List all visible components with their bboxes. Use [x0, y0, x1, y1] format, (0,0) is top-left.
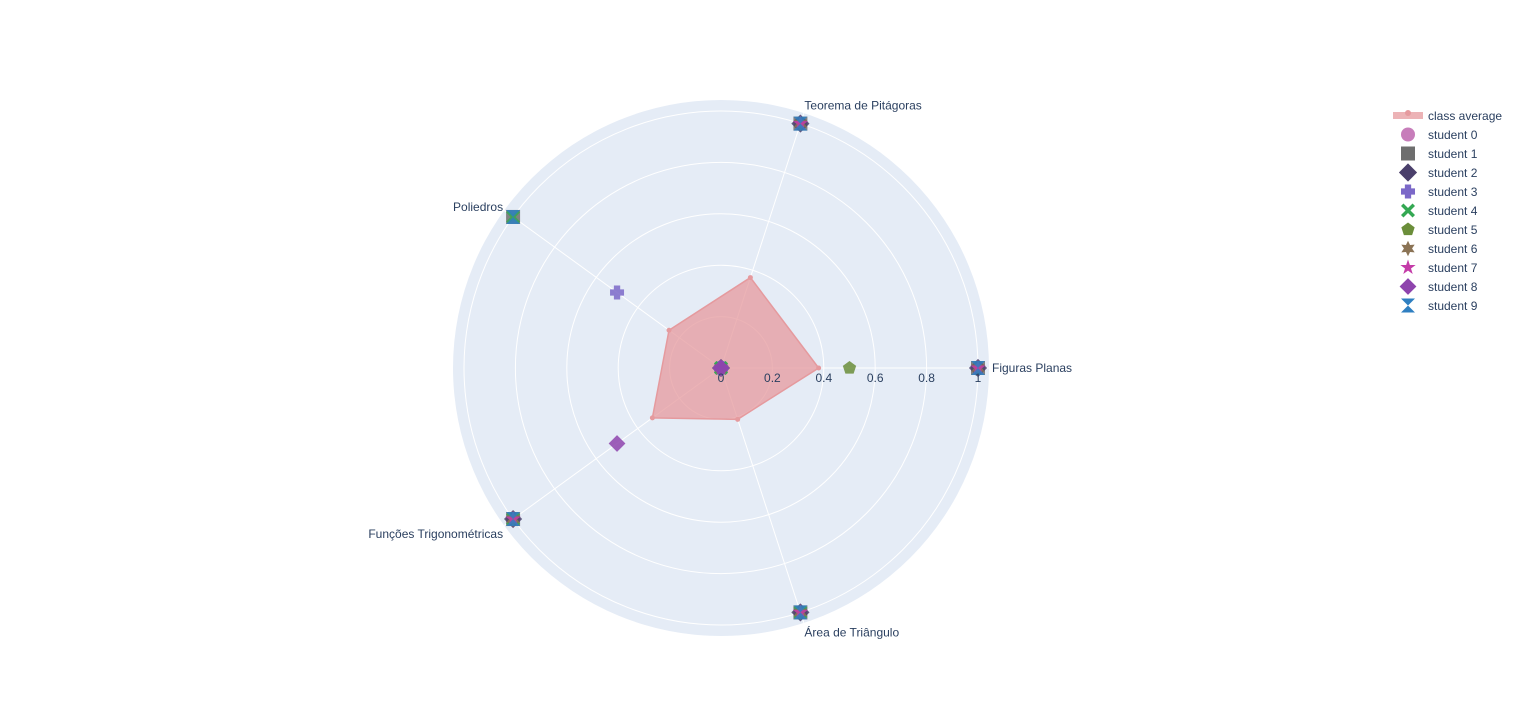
legend-marker [1401, 240, 1415, 257]
student-marker [971, 361, 985, 375]
radar-labels: 0 0.2 0.4 0.6 0.8 1 Figuras Planas Teorema de P… [368, 99, 1072, 640]
class-average-point [666, 327, 672, 333]
legend-symbol [1401, 240, 1415, 257]
legend-symbol [1393, 110, 1423, 119]
series-student-8 [608, 359, 730, 452]
legend-item[interactable]: student 8 [1392, 277, 1502, 296]
student-marker [842, 361, 857, 374]
legend-symbol [1401, 203, 1415, 218]
radial-tick-label: 0.2 [764, 371, 781, 385]
legend-label: student 0 [1428, 127, 1478, 142]
angular-axis-label: Funções Trigonométricas [368, 527, 503, 541]
angular-axis-label: Figuras Planas [992, 361, 1072, 375]
class-average-area [651, 276, 820, 421]
legend-item[interactable]: student 5 [1392, 220, 1502, 239]
legend-item[interactable]: student 2 [1392, 163, 1502, 182]
legend-symbol [1401, 222, 1415, 236]
radar-series [503, 114, 988, 622]
legend-marker [1401, 203, 1415, 218]
series-student-9 [506, 116, 985, 620]
class-average-point [649, 415, 655, 421]
legend-symbol [1400, 259, 1416, 275]
legend-item[interactable]: student 1 [1392, 144, 1502, 163]
legend-marker [1401, 298, 1415, 313]
student-marker [506, 512, 521, 527]
legend-label: student 6 [1428, 241, 1478, 256]
class-average-point [747, 275, 753, 281]
legend-item[interactable]: student 6 [1392, 239, 1502, 258]
legend-symbol [1398, 163, 1418, 182]
student-marker [608, 435, 626, 452]
legend-marker [1401, 222, 1415, 236]
legend-item[interactable]: student 7 [1392, 258, 1502, 277]
angular-axis-label: Poliedros [453, 200, 503, 214]
legend-label: student 7 [1428, 260, 1478, 275]
legend-symbol [1399, 278, 1417, 295]
legend-item[interactable]: student 4 [1392, 201, 1502, 220]
legend-item[interactable]: student 0 [1392, 125, 1502, 144]
angular-axis-label: Teorema de Pitágoras [804, 99, 921, 113]
legend-symbol [1401, 184, 1415, 199]
radial-tick-label: 0 [718, 371, 725, 385]
legend-swatch-point [1405, 110, 1411, 116]
series-class-average [649, 275, 822, 422]
radial-tick-label: 0.4 [815, 371, 832, 385]
legend-label: student 8 [1428, 279, 1478, 294]
legend-item[interactable]: student 3 [1392, 182, 1502, 201]
angular-axis-label: Área de Triângulo [804, 624, 899, 639]
legend-marker [1399, 278, 1417, 295]
legend-item[interactable]: student 9 [1392, 296, 1502, 315]
student-marker [793, 605, 808, 620]
legend-marker [1401, 146, 1415, 161]
class-average-point [816, 365, 822, 371]
legend-marker [1401, 127, 1415, 142]
legend-marker [1401, 184, 1415, 199]
student-marker [712, 359, 730, 377]
legend: class average student 0 student 1 student 2… [1392, 106, 1502, 315]
class-average-point [735, 416, 741, 422]
legend-symbol [1401, 298, 1415, 313]
radial-tick-label: 0.8 [918, 371, 935, 385]
legend-label: student 4 [1428, 203, 1478, 218]
legend-symbol [1401, 127, 1415, 142]
legend-label: student 2 [1428, 165, 1478, 180]
legend-label: student 1 [1428, 146, 1478, 161]
legend-label: student 9 [1428, 298, 1478, 313]
student-marker [506, 209, 521, 224]
legend-marker [1400, 259, 1416, 275]
legend-marker [1398, 163, 1418, 182]
student-marker [793, 116, 808, 131]
radial-tick-label: 1 [975, 371, 982, 385]
legend-label: student 5 [1428, 222, 1478, 237]
student-marker [610, 285, 625, 300]
legend-label: student 3 [1428, 184, 1478, 199]
legend-item[interactable]: class average [1392, 106, 1502, 125]
legend-symbol [1401, 146, 1415, 161]
radial-tick-label: 0.6 [867, 371, 884, 385]
legend-label: class average [1428, 108, 1503, 123]
